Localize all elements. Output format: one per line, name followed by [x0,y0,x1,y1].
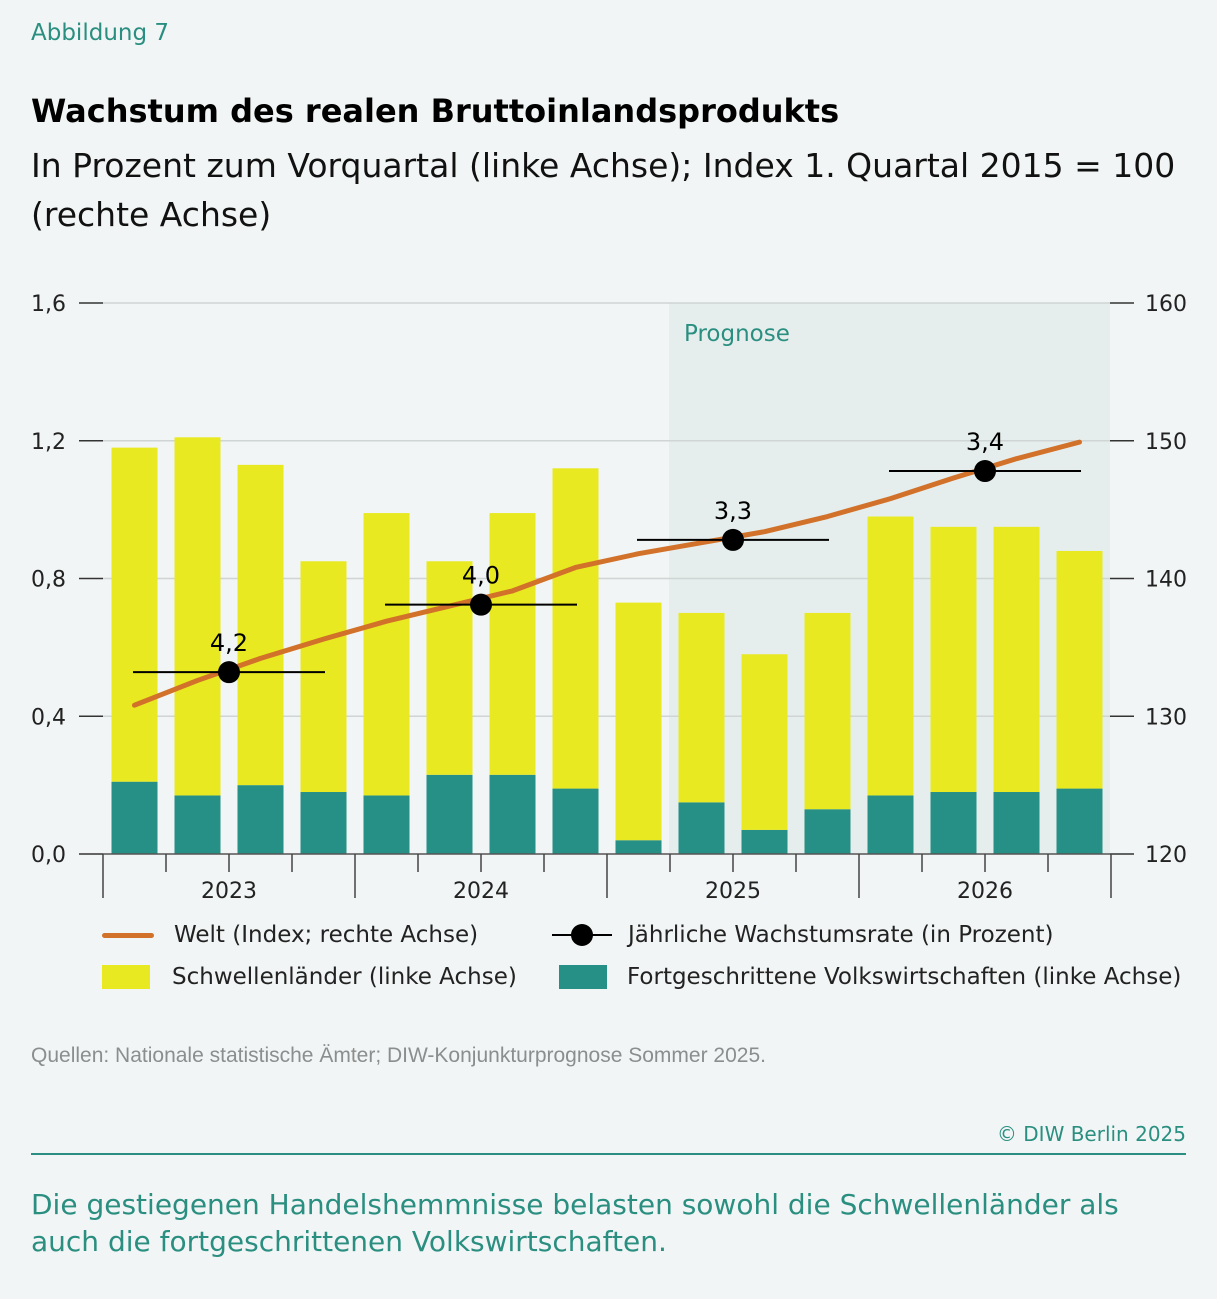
legend-annual: Jährliche Wachstumsrate (in Prozent) [552,922,1054,948]
bar-emerging [741,654,788,830]
right-tick-label: 130 [1145,705,1187,730]
copyright: © DIW Berlin 2025 [996,1122,1186,1146]
bar-emerging [678,612,725,803]
bar-advanced [615,840,662,854]
bar-emerging [615,602,662,841]
left-tick-label: 0,8 [31,568,66,593]
bar-emerging [237,464,284,786]
yellow-swatch-icon [102,965,150,989]
caption: Die gestiegenen Handelshemmnisse belaste… [31,1188,1119,1258]
legend-emerging: Schwellenländer (linke Achse) [102,964,517,990]
legend-advanced: Fortgeschrittene Volkswirtschaften (link… [559,964,1181,990]
axes: 0,0 0,4 0,8 1,2 1,6 120 130 140 150 160 2023 2024 20… [31,292,1187,904]
bar-advanced [489,774,536,854]
bar-emerging [300,561,347,793]
bar-advanced [111,781,158,854]
bar-emerging [993,526,1040,793]
bars [111,437,1103,854]
bar-advanced [174,795,221,854]
chart: Prognose 0,0 0,4 0,8 1,2 1,6 120 130 140 150 160 2… [31,292,1187,904]
bar-advanced [552,788,599,854]
x-tick-label: 2026 [957,879,1013,904]
annual-rate-label: 4,0 [462,562,500,590]
x-tick-label: 2025 [705,879,761,904]
teal-swatch-icon [559,965,607,989]
legend-annual-label: Jährliche Wachstumsrate (in Prozent) [628,922,1054,948]
annual-rate-dot [218,661,240,684]
bar-advanced [741,829,788,854]
bar-advanced [930,792,977,854]
source-note: Quellen: Nationale statistische Ämter; D… [31,1044,766,1067]
right-tick-label: 140 [1145,568,1187,593]
bar-emerging [867,516,914,796]
annual-rate-dot [470,593,492,616]
bar-emerging [363,513,410,796]
bar-emerging [552,468,599,789]
bar-emerging [930,526,977,793]
bar-advanced [237,785,284,854]
bar-advanced [363,795,410,854]
chart-subtitle: In Prozent zum Vorquartal (linke Achse);… [31,146,1176,234]
annual-rate-label: 3,4 [966,428,1004,456]
legend-world: Welt (Index; rechte Achse) [102,922,478,948]
bar-advanced [426,774,473,854]
annual-rate-label: 3,3 [714,497,752,525]
world-line [132,439,1082,708]
right-tick-label: 150 [1145,430,1187,455]
bar-advanced [993,792,1040,854]
right-tick-label: 120 [1145,843,1187,868]
figure-label: Abbildung 7 [31,20,170,46]
left-tick-label: 1,2 [31,430,66,455]
left-tick-label: 1,6 [31,292,66,317]
orange-line-icon [102,932,154,938]
legend-world-label: Welt (Index; rechte Achse) [174,922,479,948]
bar-advanced [804,809,851,854]
bar-emerging [174,437,221,796]
bar-emerging [1056,550,1103,789]
forecast-label: Prognose [684,321,790,347]
x-tick-label: 2023 [201,879,257,904]
bar-advanced [300,792,347,854]
bar-advanced [678,802,725,854]
legend-emerging-label: Schwellenländer (linke Achse) [172,964,517,990]
bar-emerging [111,447,158,782]
annual-rate-label: 4,2 [210,629,248,657]
bar-emerging [804,612,851,810]
dot-line-icon [552,922,612,948]
legend-advanced-label: Fortgeschrittene Volkswirtschaften (link… [627,964,1182,990]
left-tick-label: 0,0 [31,843,66,868]
annual-rate-dot [722,528,744,551]
x-tick-label: 2024 [453,879,509,904]
chart-title: Wachstum des realen Bruttoinlandsprodukt… [31,92,840,130]
bar-advanced [867,795,914,854]
annual-markers: 4,2 4,0 3,3 3,4 [133,428,1081,684]
divider [31,1153,1186,1155]
bar-advanced [1056,788,1103,854]
right-tick-label: 160 [1145,292,1187,317]
bar-emerging [426,561,473,775]
bar-emerging [489,513,536,775]
world-index-line [132,439,1082,708]
left-tick-label: 0,4 [31,705,66,730]
annual-rate-dot [974,460,996,483]
